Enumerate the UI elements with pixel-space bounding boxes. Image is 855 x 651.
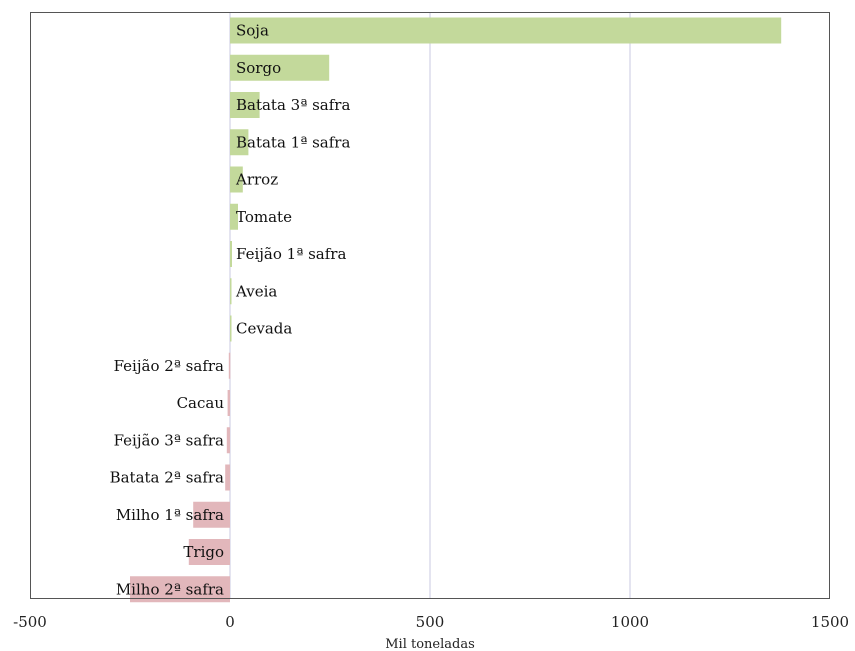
bar [230, 166, 243, 193]
category-label: Arroz [235, 171, 278, 189]
bar [230, 241, 232, 267]
bar [230, 315, 232, 342]
bar [228, 352, 231, 379]
bar [230, 278, 232, 305]
bar [227, 390, 230, 416]
bar [230, 129, 249, 156]
x-axis-title: Mil toneladas [385, 637, 475, 651]
category-label: Cevada [236, 320, 292, 338]
bar-labels: Soja Sorgo Batata 3ª safra Batata 1ª safra A… [110, 22, 351, 599]
bars [130, 17, 782, 603]
category-label: Aveia [235, 282, 277, 300]
category-label: Cacau [177, 394, 225, 412]
category-label: Feijão 1ª safra [236, 245, 346, 263]
category-label: Batata 2ª safra [110, 469, 224, 487]
bar [230, 54, 330, 81]
bar [225, 464, 230, 491]
category-label: Feijão 2ª safra [114, 357, 224, 375]
x-axis-ticks: -500 0 500 1000 1500 [13, 613, 849, 631]
category-label: Batata 3ª safra [236, 96, 350, 114]
x-tick-label: 500 [416, 613, 445, 631]
x-tick-label: -500 [13, 613, 47, 631]
category-label: Batata 1ª safra [236, 133, 350, 151]
category-label: Milho 1ª safra [116, 506, 224, 524]
category-label: Sorgo [236, 59, 281, 77]
category-label: Trigo [183, 543, 224, 561]
x-tick-label: 1500 [811, 613, 849, 631]
bar [230, 203, 238, 230]
category-label: Milho 2ª safra [116, 580, 224, 598]
bar [230, 17, 782, 44]
bar [230, 92, 260, 118]
bar [188, 539, 230, 565]
category-label: Feijão 3ª safra [114, 431, 224, 449]
x-tick-label: 1000 [611, 613, 649, 631]
bar [193, 501, 230, 528]
category-label: Tomate [236, 208, 292, 226]
bar [130, 576, 230, 603]
bar [226, 427, 230, 454]
plot-frame [30, 12, 830, 599]
x-tick-label: 0 [225, 613, 235, 631]
category-label: Soja [236, 22, 269, 40]
